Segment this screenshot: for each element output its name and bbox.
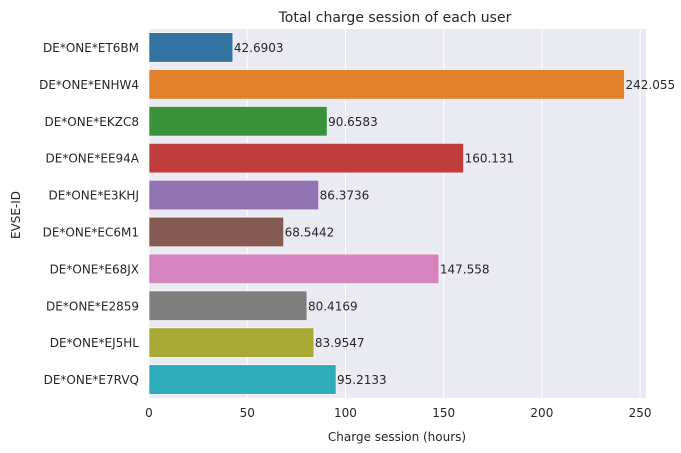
chart-title: Total charge session of each user: [278, 10, 512, 26]
y-tick-labels: DE*ONE*ET6BM DE*ONE*ENHW4 DE*ONE*EKZC8 DE*O…: [39, 41, 140, 387]
x-tick-label: 100: [334, 406, 357, 420]
bar: [148, 32, 234, 63]
y-tick-label: DE*ONE*EJ5HL: [50, 336, 140, 350]
bar: [148, 69, 625, 100]
bar-value-label: 90.6583: [328, 115, 378, 129]
bar: [148, 290, 308, 321]
x-tick-labels: 0 50 100 150 200 250: [145, 406, 651, 420]
bar: [148, 364, 337, 395]
bar: [148, 143, 464, 174]
y-tick-label: DE*ONE*EC6M1: [43, 225, 139, 239]
y-axis-label: EVSE-ID: [9, 191, 23, 239]
bar-value-label: 42.6903: [234, 41, 284, 55]
data-labels: 42.6903 242.055 90.6583 160.131 86.3736 68.54…: [234, 41, 675, 387]
y-tick-label: DE*ONE*E7RVQ: [44, 373, 139, 387]
y-tick-label: DE*ONE*EKZC8: [44, 115, 139, 129]
bar-value-label: 86.3736: [320, 189, 370, 203]
y-tick-label: DE*ONE*E2859: [46, 299, 139, 313]
x-tick-label: 250: [629, 406, 652, 420]
y-tick-label: DE*ONE*ENHW4: [39, 78, 139, 92]
x-tick-label: 200: [530, 406, 553, 420]
y-tick-label: DE*ONE*ET6BM: [43, 41, 139, 55]
bar-value-label: 80.4169: [308, 299, 358, 313]
bar-value-label: 95.2133: [337, 373, 387, 387]
bar-value-label: 160.131: [465, 152, 515, 166]
bar-value-label: 242.055: [625, 78, 675, 92]
x-tick-label: 50: [240, 406, 255, 420]
x-tick-label: 150: [432, 406, 455, 420]
bar: [148, 216, 284, 248]
bar-value-label: 83.9547: [315, 336, 365, 350]
bar-value-label: 68.5442: [285, 225, 335, 239]
bar: [148, 106, 328, 137]
bar: [148, 179, 319, 211]
y-tick-label: DE*ONE*E68JX: [50, 262, 139, 276]
x-tick-label: 0: [145, 406, 153, 420]
bar: [148, 253, 440, 284]
bars: [148, 32, 625, 395]
x-axis-label: Charge session (hours): [328, 430, 466, 444]
y-tick-label: DE*ONE*EE94A: [46, 152, 140, 166]
y-tick-label: DE*ONE*E3KHJ: [49, 189, 139, 203]
bar-value-label: 147.558: [440, 262, 490, 276]
bar: [148, 327, 315, 358]
